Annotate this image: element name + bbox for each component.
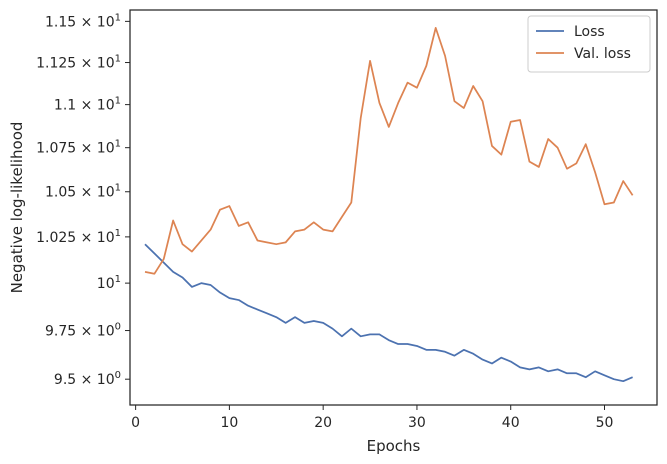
series-line-val-loss	[144, 27, 634, 275]
x-tick-label: 50	[596, 415, 614, 431]
series-group	[144, 27, 634, 383]
plot-area	[130, 10, 657, 405]
y-axis-label: Negative log-likelihood	[8, 122, 26, 294]
y-tick-label: 101	[97, 274, 121, 292]
x-axis-label: Epochs	[367, 437, 421, 455]
y-tick-label: 1.075 × 101	[36, 139, 121, 157]
legend-label-val-loss: Val. loss	[574, 46, 631, 62]
y-tick-label: 9.75 × 100	[45, 322, 121, 340]
y-tick-label: 9.5 × 100	[54, 370, 121, 388]
y-tick-label: 1.15 × 101	[45, 12, 121, 30]
x-tick-label: 30	[408, 415, 426, 431]
plot-background	[130, 10, 657, 405]
legend-box	[527, 15, 651, 73]
y-axis-ticks: 9.5 × 100 9.75 × 100 101 1.025 × 101 1.05 × …	[36, 12, 130, 388]
x-tick-label: 0	[131, 415, 140, 431]
legend: Loss Val. loss	[527, 15, 651, 73]
plot-frame	[129, 9, 658, 406]
x-tick-label: 20	[314, 415, 332, 431]
y-tick-label: 1.1 × 101	[54, 96, 121, 114]
y-tick-label: 1.025 × 101	[36, 228, 121, 246]
x-axis-ticks: 0 10 20 30 40 50	[131, 405, 613, 431]
y-tick-label: 1.125 × 101	[36, 54, 121, 72]
x-tick-label: 40	[502, 415, 520, 431]
y-tick-label: 1.05 × 101	[45, 183, 121, 201]
series-line-loss	[144, 243, 633, 383]
legend-label-loss: Loss	[574, 24, 605, 40]
x-tick-label: 10	[220, 415, 238, 431]
